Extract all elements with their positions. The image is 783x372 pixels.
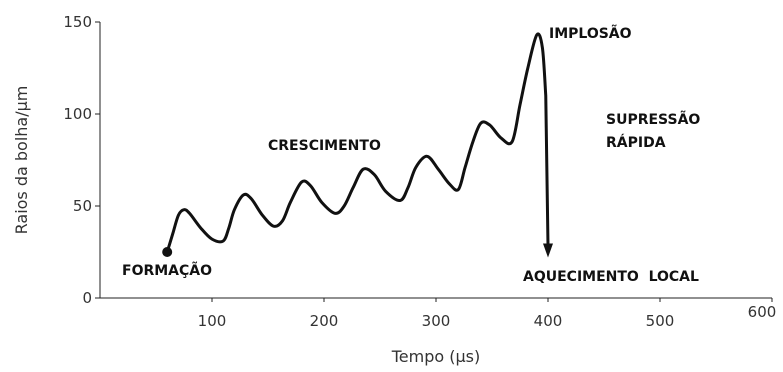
y-tick-label: 0: [82, 289, 92, 307]
y-tick-label: 150: [63, 13, 92, 31]
x-tick-label: 200: [310, 312, 339, 330]
annotation-aquecimento-local: AQUECIMENTO LOCAL: [523, 269, 699, 285]
annotation-formacao: FORMAÇÃO: [122, 262, 212, 279]
arrowhead-marker: [543, 243, 553, 258]
formation-start-marker: [162, 247, 173, 257]
series-line: [165, 32, 550, 254]
annotation-implosao: IMPLOSÃO: [549, 25, 632, 42]
x-axis-title: Tempo (µs): [391, 347, 481, 366]
y-tick-label: 100: [63, 105, 92, 123]
y-tick-label: 50: [73, 197, 92, 215]
annotation-supressao: SUPRESSÃO: [606, 111, 700, 128]
x-tick-labels: 100 200 300 400 500 600: [198, 298, 777, 330]
annotation-crescimento: CRESCIMENTO: [268, 138, 381, 154]
x-tick-label: 600: [748, 303, 777, 321]
annotation-rapida: RÁPIDA: [606, 134, 666, 151]
x-tick-label: 400: [534, 312, 563, 330]
y-tick-labels: 0 50 100 150: [63, 13, 100, 307]
x-tick-label: 500: [646, 312, 675, 330]
x-tick-label: 100: [198, 312, 227, 330]
x-tick-label: 300: [422, 312, 451, 330]
y-axis-title: Raios da bolha/µm: [12, 86, 31, 235]
